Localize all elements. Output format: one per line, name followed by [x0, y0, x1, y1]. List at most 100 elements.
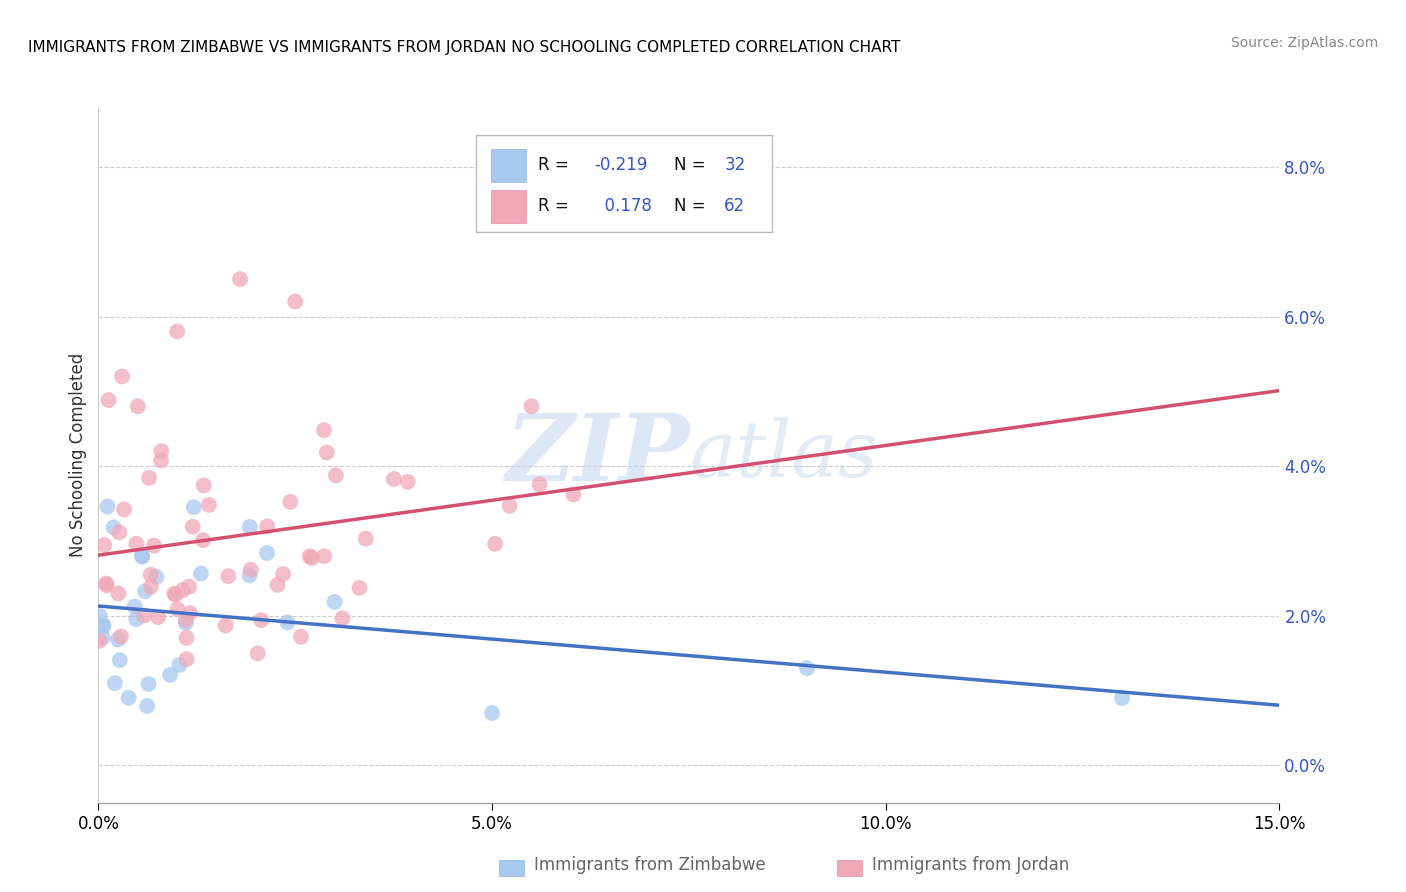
- Point: [323, 595, 346, 609]
- Text: 62: 62: [724, 197, 745, 215]
- Point: [217, 569, 239, 583]
- Text: Source: ZipAtlas.com: Source: ZipAtlas.com: [1230, 36, 1378, 50]
- Point: [112, 502, 135, 516]
- Point: [174, 615, 197, 630]
- Point: [150, 453, 173, 467]
- Point: [298, 549, 321, 564]
- Point: [179, 606, 201, 620]
- Point: [163, 587, 186, 601]
- Point: [256, 519, 278, 533]
- Point: [159, 668, 181, 682]
- Point: [103, 520, 125, 534]
- Point: [520, 399, 543, 413]
- Point: [396, 475, 419, 489]
- Text: 0.178: 0.178: [595, 197, 652, 215]
- Point: [193, 478, 215, 492]
- Point: [96, 500, 118, 514]
- Point: [165, 588, 187, 602]
- Text: N =: N =: [673, 156, 710, 174]
- Point: [139, 580, 162, 594]
- Point: [96, 578, 118, 592]
- Point: [166, 325, 188, 339]
- Text: Immigrants from Jordan: Immigrants from Jordan: [872, 856, 1069, 874]
- Point: [145, 570, 167, 584]
- Text: -0.219: -0.219: [595, 156, 648, 174]
- Point: [91, 619, 114, 633]
- Point: [229, 272, 252, 286]
- Text: atlas: atlas: [689, 417, 877, 493]
- Point: [174, 613, 197, 627]
- Point: [138, 677, 160, 691]
- Point: [271, 566, 294, 581]
- Point: [111, 369, 134, 384]
- Point: [276, 615, 298, 630]
- Point: [169, 657, 191, 672]
- Point: [239, 563, 262, 577]
- Text: R =: R =: [537, 197, 574, 215]
- Point: [166, 602, 188, 616]
- Point: [325, 468, 347, 483]
- Point: [107, 632, 129, 647]
- Point: [131, 549, 153, 563]
- Point: [143, 539, 166, 553]
- Text: IMMIGRANTS FROM ZIMBABWE VS IMMIGRANTS FROM JORDAN NO SCHOOLING COMPLETED CORREL: IMMIGRANTS FROM ZIMBABWE VS IMMIGRANTS F…: [28, 40, 900, 55]
- Text: Immigrants from Zimbabwe: Immigrants from Zimbabwe: [534, 856, 766, 874]
- Point: [314, 549, 336, 564]
- Text: ZIP: ZIP: [505, 410, 689, 500]
- Point: [176, 631, 198, 645]
- Point: [139, 567, 162, 582]
- Point: [172, 583, 194, 598]
- Point: [215, 618, 238, 632]
- Point: [96, 576, 118, 591]
- Point: [332, 611, 354, 625]
- Point: [108, 525, 131, 540]
- FancyBboxPatch shape: [477, 135, 772, 232]
- Point: [284, 294, 307, 309]
- Point: [256, 546, 278, 560]
- Point: [498, 499, 520, 513]
- Point: [198, 498, 221, 512]
- Point: [134, 584, 156, 599]
- Point: [354, 532, 377, 546]
- Point: [1111, 691, 1133, 706]
- Text: R =: R =: [537, 156, 574, 174]
- Point: [110, 630, 132, 644]
- Point: [250, 613, 273, 627]
- Point: [91, 631, 114, 645]
- FancyBboxPatch shape: [491, 190, 526, 223]
- Point: [239, 520, 262, 534]
- Point: [481, 706, 503, 720]
- Point: [246, 646, 269, 660]
- Point: [176, 652, 198, 666]
- Point: [796, 661, 818, 675]
- Point: [93, 538, 115, 552]
- Point: [97, 393, 120, 408]
- Point: [150, 444, 173, 458]
- Point: [191, 533, 214, 548]
- Point: [127, 399, 149, 413]
- Point: [125, 612, 148, 626]
- Point: [266, 578, 288, 592]
- FancyBboxPatch shape: [491, 149, 526, 182]
- Point: [562, 487, 585, 501]
- Point: [382, 472, 405, 486]
- Point: [280, 495, 302, 509]
- Text: 32: 32: [724, 156, 745, 174]
- Point: [312, 423, 335, 437]
- Point: [529, 477, 551, 491]
- Point: [136, 698, 159, 713]
- Text: N =: N =: [673, 197, 710, 215]
- Point: [349, 581, 371, 595]
- Point: [177, 580, 200, 594]
- Point: [89, 633, 111, 648]
- Point: [107, 586, 129, 600]
- Point: [181, 519, 204, 533]
- Y-axis label: No Schooling Completed: No Schooling Completed: [69, 353, 87, 557]
- Point: [301, 551, 323, 566]
- Point: [93, 618, 115, 632]
- Point: [315, 445, 337, 459]
- Point: [146, 610, 169, 624]
- Point: [125, 537, 148, 551]
- Point: [89, 609, 111, 624]
- Point: [290, 630, 312, 644]
